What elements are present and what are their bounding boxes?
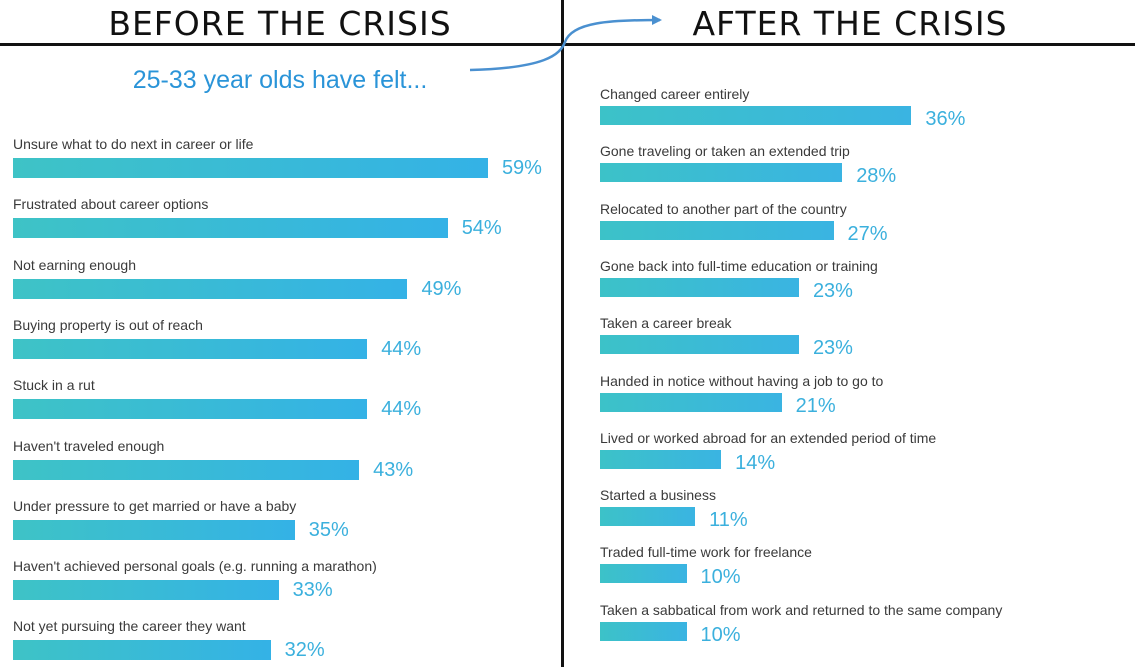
data-bar [600,507,696,526]
category-label: Not earning enough [13,257,136,273]
category-label: Under pressure to get married or have a … [13,498,297,514]
category-label: Gone traveling or taken an extended trip [600,143,850,159]
category-label: Lived or worked abroad for an extended p… [600,430,937,446]
data-bar [13,218,448,238]
data-bar [600,163,843,182]
value-label: 36% [925,108,966,130]
category-label: Changed career entirely [600,86,750,102]
data-bar [13,399,368,419]
category-label: Relocated to another part of the country [600,201,847,217]
data-bar [13,158,488,178]
category-label: Haven't traveled enough [13,438,165,454]
category-label: Frustrated about career options [13,196,209,212]
chart-subtitle: 25-33 year olds have felt... [132,66,428,94]
category-label: Not yet pursuing the career they want [13,618,246,634]
data-bar [600,221,834,240]
value-label: 49% [421,278,462,300]
value-label: 33% [292,579,333,601]
value-label: 21% [795,395,836,417]
value-label: 27% [847,223,888,245]
category-label: Haven't achieved personal goals (e.g. ru… [13,558,377,574]
value-label: 11% [709,509,748,531]
value-label: 10% [700,624,741,646]
data-bar [600,622,687,641]
value-label: 54% [461,217,502,239]
value-label: 32% [284,639,325,661]
before-crisis-heading: BEFORE THE CRISIS [108,4,452,43]
data-bar [600,393,782,412]
category-label: Unsure what to do next in career or life [13,136,254,152]
value-label: 44% [381,338,422,360]
data-bar [13,640,271,660]
data-bar [600,564,687,583]
value-label: 23% [812,337,853,359]
data-bar [600,278,799,297]
header-divider [0,43,1135,46]
data-bar [13,520,295,540]
column-divider [561,0,564,667]
category-label: Buying property is out of reach [13,317,203,333]
category-label: Taken a career break [600,315,732,331]
data-bar [13,460,360,480]
value-label: 23% [812,280,853,302]
category-label: Stuck in a rut [13,377,95,393]
value-label: 59% [501,157,542,179]
data-bar [13,279,408,299]
value-label: 44% [381,398,422,420]
after-crisis-heading: AFTER THE CRISIS [692,4,1008,43]
data-bar [13,580,279,600]
value-label: 35% [308,519,349,541]
category-label: Handed in notice without having a job to… [600,373,884,389]
category-label: Gone back into full-time education or tr… [600,258,878,274]
value-label: 28% [856,165,897,187]
category-label: Traded full-time work for freelance [600,544,812,560]
data-bar [600,450,722,469]
data-bar [13,339,368,359]
data-bar [600,335,799,354]
data-bar [600,106,912,125]
value-label: 14% [735,452,776,474]
category-label: Taken a sabbatical from work and returne… [600,602,1003,618]
category-label: Started a business [600,487,716,503]
value-label: 43% [373,459,414,481]
value-label: 10% [700,566,741,588]
